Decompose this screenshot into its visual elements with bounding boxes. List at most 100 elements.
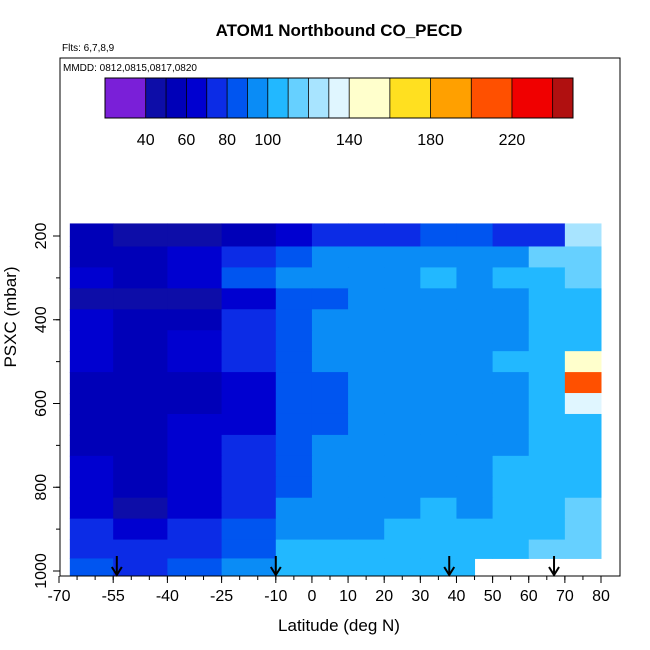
heatmap-cell	[528, 518, 566, 541]
colorbar-tick-label: 180	[417, 132, 444, 149]
heatmap-cell	[348, 223, 385, 247]
heatmap-cell	[311, 476, 349, 499]
heatmap-cell	[221, 476, 277, 499]
heatmap-cell	[492, 288, 530, 310]
heatmap-cell	[564, 246, 602, 268]
heatmap-cell	[275, 309, 313, 331]
heatmap-cell	[564, 455, 602, 478]
heatmap-cell	[221, 246, 277, 268]
heatmap-cell	[456, 393, 494, 415]
y-axis-title: PSXC (mbar)	[1, 266, 20, 367]
heatmap-cell	[113, 330, 168, 352]
heatmap-cell	[275, 288, 313, 310]
colorbar-segment	[511, 78, 553, 118]
arrow-markers	[110, 556, 560, 577]
heatmap-cell	[384, 455, 421, 478]
heatmap-cell	[311, 351, 349, 373]
heatmap-cell	[275, 351, 313, 373]
heatmap-cell	[69, 246, 114, 268]
heatmap-cell	[528, 413, 566, 436]
heatmap-cell	[275, 330, 313, 352]
heatmap-cell	[311, 330, 349, 352]
heatmap-cell	[113, 455, 168, 478]
flights-label: Flts: 6,7,8,9	[62, 43, 115, 54]
heatmap-cell	[311, 309, 349, 331]
heatmap-cell	[420, 434, 457, 457]
colorbar-segment	[349, 78, 390, 118]
heatmap-cell	[564, 267, 602, 289]
colorbar-tick-labels: 40 60 80 100 140 180 220	[137, 132, 526, 149]
heatmap-cell	[221, 393, 277, 415]
heatmap-cell	[528, 476, 566, 499]
heatmap-cell	[348, 246, 385, 268]
y-tick-label: 600	[33, 390, 50, 417]
heatmap-cell	[113, 267, 168, 289]
colorbar-segment	[206, 78, 228, 118]
x-tick-label: -70	[47, 588, 70, 605]
heatmap-cell	[311, 372, 349, 394]
heatmap-cell	[167, 539, 223, 559]
heatmap-cell	[528, 246, 566, 268]
heatmap-cell	[348, 558, 385, 576]
heatmap-cell	[456, 476, 494, 499]
heatmap-cell	[69, 309, 114, 331]
heatmap-cell	[167, 558, 223, 576]
heatmap-cell	[564, 393, 602, 415]
heatmap-cell	[311, 246, 349, 268]
heatmap-cell	[221, 539, 277, 559]
heatmap-cell	[564, 330, 602, 352]
heatmap-cell	[420, 372, 457, 394]
heatmap-cell	[348, 288, 385, 310]
heatmap-cell	[384, 288, 421, 310]
colorbar-tick-label: 140	[336, 132, 363, 149]
y-tick-label: 200	[33, 223, 50, 250]
heatmap-cell	[275, 497, 313, 520]
heatmap-cell	[221, 413, 277, 436]
heatmap-cell	[275, 434, 313, 457]
heatmap-cell	[167, 288, 223, 310]
x-axis-title: Latitude (deg N)	[278, 616, 400, 635]
heatmap-cell	[275, 518, 313, 541]
heatmap-cell	[113, 434, 168, 457]
heatmap-cell	[311, 413, 349, 436]
heatmap-cell	[167, 434, 223, 457]
heatmap-cell	[311, 267, 349, 289]
heatmap-cell	[492, 434, 530, 457]
heatmap-cell	[69, 330, 114, 352]
colorbar-segment	[328, 78, 350, 118]
heatmap-cell	[311, 518, 349, 541]
heatmap-cell	[221, 267, 277, 289]
heatmap-cell	[275, 223, 313, 247]
heatmap-cell	[348, 372, 385, 394]
heatmap-cell	[167, 476, 223, 499]
colorbar-segment	[552, 78, 573, 118]
heatmap-cell	[221, 351, 277, 373]
heatmap-cell	[384, 351, 421, 373]
heatmap-cell	[348, 497, 385, 520]
heatmap-cell	[311, 539, 349, 559]
heatmap-cell	[113, 558, 168, 576]
colorbar-segment	[105, 78, 146, 118]
heatmap-cell	[275, 558, 313, 576]
heatmap-cell	[456, 267, 494, 289]
heatmap-cell	[384, 330, 421, 352]
colorbar-segment	[145, 78, 167, 118]
heatmap-cell	[528, 539, 566, 559]
x-tick-label: 70	[556, 588, 574, 605]
heatmap-cell	[564, 288, 602, 310]
heatmap-cell	[528, 288, 566, 310]
heatmap-cell	[384, 476, 421, 499]
heatmap-cell	[311, 223, 349, 247]
heatmap-cell	[384, 558, 421, 576]
heatmap-cell	[69, 518, 114, 541]
heatmap-cell	[69, 288, 114, 310]
heatmap-cell	[348, 455, 385, 478]
heatmap-cell	[348, 267, 385, 289]
heatmap-cell	[348, 309, 385, 331]
heatmap-cell	[420, 413, 457, 436]
heatmap-cell	[384, 434, 421, 457]
heatmap-cell	[528, 267, 566, 289]
heatmap-cell	[492, 455, 530, 478]
heatmap-cell	[167, 372, 223, 394]
heatmap-cell	[69, 393, 114, 415]
